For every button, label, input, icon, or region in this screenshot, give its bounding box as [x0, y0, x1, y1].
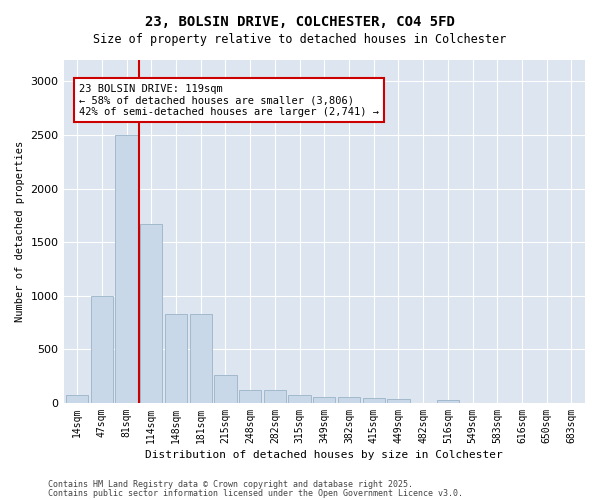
Bar [338, 397, 360, 403]
Text: Contains public sector information licensed under the Open Government Licence v3: Contains public sector information licen… [48, 488, 463, 498]
Bar [140, 224, 163, 403]
Text: Size of property relative to detached houses in Colchester: Size of property relative to detached ho… [94, 32, 506, 46]
Bar [313, 397, 335, 403]
Bar [264, 390, 286, 403]
Bar [239, 390, 261, 403]
Bar [214, 375, 236, 403]
Text: 23, BOLSIN DRIVE, COLCHESTER, CO4 5FD: 23, BOLSIN DRIVE, COLCHESTER, CO4 5FD [145, 15, 455, 29]
Bar [66, 396, 88, 403]
Bar [437, 400, 459, 403]
Bar [91, 296, 113, 403]
Bar [289, 396, 311, 403]
Bar [165, 314, 187, 403]
Bar [190, 314, 212, 403]
Y-axis label: Number of detached properties: Number of detached properties [15, 141, 25, 322]
Text: 23 BOLSIN DRIVE: 119sqm
← 58% of detached houses are smaller (3,806)
42% of semi: 23 BOLSIN DRIVE: 119sqm ← 58% of detache… [79, 84, 379, 117]
X-axis label: Distribution of detached houses by size in Colchester: Distribution of detached houses by size … [145, 450, 503, 460]
Bar [387, 398, 410, 403]
Bar [362, 398, 385, 403]
Text: Contains HM Land Registry data © Crown copyright and database right 2025.: Contains HM Land Registry data © Crown c… [48, 480, 413, 489]
Bar [115, 135, 137, 403]
